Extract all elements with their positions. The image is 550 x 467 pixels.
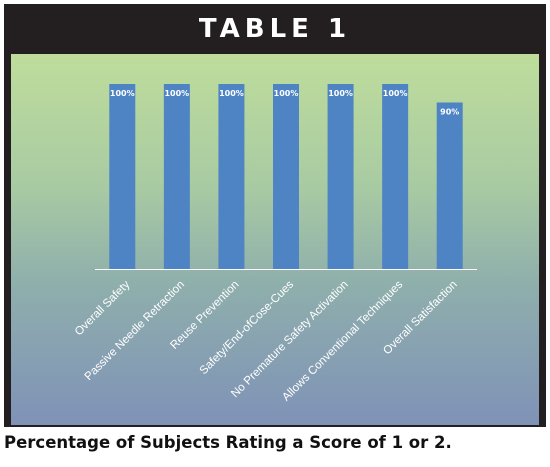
bar — [382, 84, 409, 269]
category-label: Safety/End-ofCose-Cues — [198, 278, 297, 377]
bar — [163, 84, 190, 269]
table-title: TABLE 1 — [198, 14, 352, 44]
data-label: 100% — [383, 89, 408, 98]
category-label: Overall Safety — [73, 278, 133, 338]
data-label: 100% — [328, 89, 353, 98]
category-label: Passive Needle Retraction — [83, 279, 187, 383]
data-label: 100% — [219, 89, 244, 98]
data-label: 100% — [164, 89, 189, 98]
data-label: 90% — [440, 108, 459, 117]
bar — [327, 84, 354, 269]
category-label: Allows Conventional Techniques — [280, 278, 405, 403]
data-label: 100% — [110, 89, 135, 98]
bar — [218, 84, 245, 269]
bar — [436, 102, 463, 269]
bar — [109, 84, 136, 269]
figure-caption: Percentage of Subjects Rating a Score of… — [4, 433, 452, 452]
category-label: No Premature Safety Activation — [229, 279, 350, 400]
data-label: 100% — [274, 89, 299, 98]
bar — [273, 84, 299, 269]
